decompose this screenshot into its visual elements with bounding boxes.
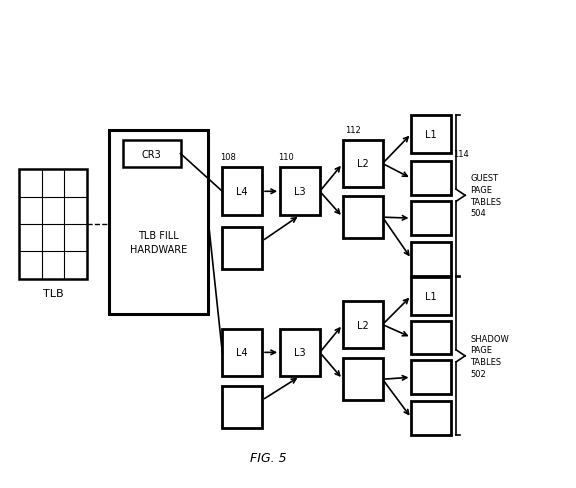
Bar (20, 170, 87, 279)
Bar (411, 401, 451, 435)
Bar (411, 162, 451, 196)
Bar (280, 329, 320, 376)
Text: L2: L2 (357, 159, 369, 169)
Bar (280, 168, 320, 216)
Bar (411, 116, 451, 153)
Bar (343, 197, 382, 239)
Bar (411, 361, 451, 394)
Text: L4: L4 (236, 347, 248, 358)
Bar (222, 329, 262, 376)
Text: L2: L2 (357, 320, 369, 330)
Text: SHADOW
PAGE
TABLES
502: SHADOW PAGE TABLES 502 (470, 334, 509, 378)
Text: TLB: TLB (43, 288, 63, 298)
Bar (411, 321, 451, 355)
Text: 110: 110 (278, 153, 294, 162)
Bar (411, 277, 451, 315)
Bar (343, 301, 382, 349)
Text: GUEST
PAGE
TABLES
504: GUEST PAGE TABLES 504 (470, 174, 501, 218)
Text: L3: L3 (294, 347, 306, 358)
Text: L3: L3 (294, 187, 306, 197)
Text: L1: L1 (426, 129, 437, 140)
Text: 108: 108 (221, 153, 236, 162)
Bar (411, 202, 451, 236)
Text: TLB FILL
HARDWARE: TLB FILL HARDWARE (130, 230, 187, 254)
Bar (222, 168, 262, 216)
Text: L1: L1 (426, 291, 437, 301)
Text: FIG. 5: FIG. 5 (250, 451, 286, 464)
Text: CR3: CR3 (142, 149, 161, 159)
Bar (343, 359, 382, 400)
Bar (109, 130, 209, 314)
Bar (222, 386, 262, 428)
Bar (222, 227, 262, 269)
Bar (123, 141, 180, 168)
Text: L4: L4 (236, 187, 248, 197)
Text: 112: 112 (344, 125, 361, 134)
Bar (411, 243, 451, 276)
Bar (343, 141, 382, 188)
Text: 114: 114 (453, 150, 469, 159)
